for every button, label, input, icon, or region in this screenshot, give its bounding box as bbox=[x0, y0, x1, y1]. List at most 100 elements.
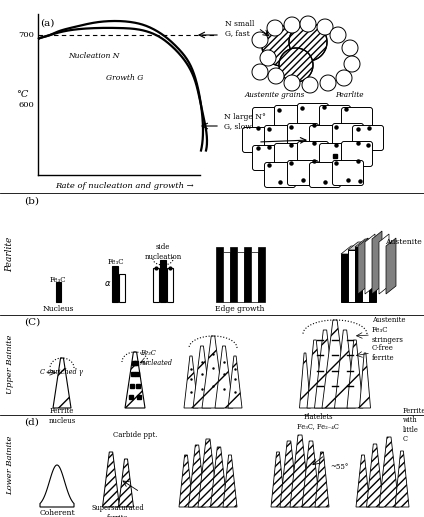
Polygon shape bbox=[198, 439, 218, 507]
Polygon shape bbox=[184, 356, 198, 408]
Bar bbox=[229, 247, 237, 302]
FancyBboxPatch shape bbox=[332, 124, 363, 148]
FancyBboxPatch shape bbox=[265, 126, 296, 150]
Polygon shape bbox=[379, 437, 399, 507]
Polygon shape bbox=[386, 238, 396, 294]
Text: Austenite: Austenite bbox=[372, 316, 405, 324]
Polygon shape bbox=[215, 346, 233, 408]
FancyBboxPatch shape bbox=[320, 105, 351, 130]
Text: ~55°: ~55° bbox=[330, 463, 349, 471]
Polygon shape bbox=[118, 459, 134, 507]
Polygon shape bbox=[228, 356, 242, 408]
Polygon shape bbox=[280, 441, 298, 507]
Text: Platelets
Fe₃C, Fe₂₋₄C: Platelets Fe₃C, Fe₂₋₄C bbox=[297, 414, 339, 431]
Polygon shape bbox=[193, 346, 211, 408]
FancyBboxPatch shape bbox=[341, 142, 373, 166]
FancyBboxPatch shape bbox=[243, 128, 273, 153]
Text: (d): (d) bbox=[24, 418, 39, 427]
Polygon shape bbox=[362, 250, 369, 302]
Polygon shape bbox=[355, 239, 372, 247]
Polygon shape bbox=[372, 231, 382, 294]
Polygon shape bbox=[330, 27, 346, 43]
Polygon shape bbox=[320, 75, 336, 91]
Polygon shape bbox=[267, 20, 283, 36]
Text: Austenite grains: Austenite grains bbox=[245, 91, 305, 99]
Polygon shape bbox=[260, 50, 276, 66]
FancyBboxPatch shape bbox=[253, 145, 284, 171]
Text: Austenite: Austenite bbox=[385, 238, 422, 246]
Text: Growth G: Growth G bbox=[106, 74, 143, 82]
Bar bbox=[237, 252, 243, 302]
Polygon shape bbox=[210, 447, 228, 507]
Polygon shape bbox=[202, 336, 224, 408]
Polygon shape bbox=[223, 455, 237, 507]
Polygon shape bbox=[358, 238, 368, 294]
Text: Carbide ppt.: Carbide ppt. bbox=[113, 431, 157, 439]
Polygon shape bbox=[252, 64, 268, 80]
Polygon shape bbox=[252, 32, 268, 48]
Polygon shape bbox=[279, 48, 313, 82]
Polygon shape bbox=[179, 455, 193, 507]
Bar bbox=[243, 247, 251, 302]
Text: Fe₃C: Fe₃C bbox=[108, 258, 124, 266]
Polygon shape bbox=[40, 465, 74, 507]
Text: N small
G, fast: N small G, fast bbox=[225, 20, 254, 38]
Bar bbox=[160, 260, 166, 302]
Bar bbox=[223, 252, 229, 302]
Text: Nucleus: Nucleus bbox=[42, 305, 74, 313]
Polygon shape bbox=[342, 40, 358, 56]
Polygon shape bbox=[53, 358, 71, 408]
Polygon shape bbox=[360, 353, 371, 408]
FancyBboxPatch shape bbox=[298, 142, 329, 166]
Polygon shape bbox=[271, 452, 285, 507]
Polygon shape bbox=[341, 246, 358, 254]
FancyBboxPatch shape bbox=[310, 126, 340, 150]
Polygon shape bbox=[307, 340, 323, 408]
FancyBboxPatch shape bbox=[332, 160, 363, 186]
Polygon shape bbox=[336, 70, 352, 86]
FancyBboxPatch shape bbox=[265, 162, 296, 188]
FancyBboxPatch shape bbox=[274, 105, 306, 130]
Text: Edge growth: Edge growth bbox=[215, 305, 265, 313]
Text: N large N°
G, slow: N large N° G, slow bbox=[224, 113, 266, 131]
Bar bbox=[167, 268, 173, 302]
Polygon shape bbox=[369, 246, 386, 254]
Polygon shape bbox=[369, 254, 376, 302]
Text: 600: 600 bbox=[18, 101, 34, 109]
Polygon shape bbox=[103, 452, 120, 507]
Polygon shape bbox=[299, 353, 310, 408]
FancyBboxPatch shape bbox=[310, 162, 340, 188]
Text: Pearlite: Pearlite bbox=[6, 236, 14, 272]
Polygon shape bbox=[348, 242, 365, 250]
Polygon shape bbox=[262, 26, 302, 66]
Polygon shape bbox=[290, 435, 310, 507]
Text: Fe₃C: Fe₃C bbox=[50, 276, 66, 284]
Text: Fe₃C
nucleated: Fe₃C nucleated bbox=[140, 349, 173, 367]
FancyBboxPatch shape bbox=[320, 144, 351, 169]
Bar bbox=[112, 266, 118, 302]
Bar bbox=[119, 274, 125, 302]
Polygon shape bbox=[315, 452, 329, 507]
Text: C enriched γ: C enriched γ bbox=[40, 368, 83, 376]
Polygon shape bbox=[317, 19, 333, 35]
Bar bbox=[215, 247, 223, 302]
Text: (C): (C) bbox=[24, 318, 40, 327]
Polygon shape bbox=[348, 250, 355, 302]
Polygon shape bbox=[284, 75, 300, 91]
Text: Ferrite
nucleus: Ferrite nucleus bbox=[48, 407, 75, 424]
Text: Coherent: Coherent bbox=[39, 509, 75, 517]
Polygon shape bbox=[189, 445, 206, 507]
Polygon shape bbox=[379, 234, 389, 294]
Polygon shape bbox=[335, 330, 355, 408]
Polygon shape bbox=[315, 330, 335, 408]
FancyBboxPatch shape bbox=[341, 108, 373, 132]
Polygon shape bbox=[344, 56, 360, 72]
Text: (b): (b) bbox=[24, 197, 39, 206]
Text: Nucleation N: Nucleation N bbox=[68, 52, 120, 60]
Text: Rate of nucleation and growth →: Rate of nucleation and growth → bbox=[55, 182, 193, 190]
Text: Pearlite: Pearlite bbox=[335, 91, 363, 99]
Polygon shape bbox=[355, 247, 362, 302]
Text: °C: °C bbox=[16, 90, 28, 99]
Text: side
nucleation: side nucleation bbox=[145, 244, 181, 261]
Polygon shape bbox=[395, 451, 409, 507]
